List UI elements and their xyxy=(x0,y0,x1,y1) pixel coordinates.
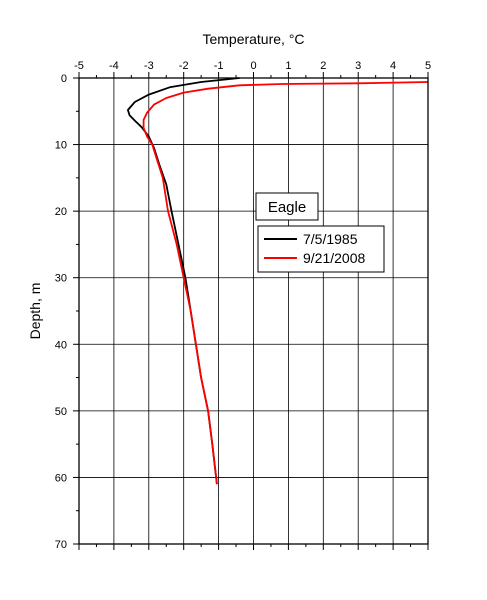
y-tick-label: 0 xyxy=(61,73,67,85)
series-line-2 xyxy=(142,81,429,485)
y-tick-label: 30 xyxy=(55,273,67,285)
y-axis-title: Depth, m xyxy=(27,283,43,340)
x-tick-label: 1 xyxy=(285,60,291,72)
legend-title-box: Eagle xyxy=(255,192,319,221)
x-tick-label: -3 xyxy=(144,60,154,72)
x-tick-label: -1 xyxy=(214,60,224,72)
legend: 7/5/1985 9/21/2008 xyxy=(257,225,385,273)
ticks xyxy=(73,72,429,550)
y-tick-label: 10 xyxy=(55,140,67,152)
x-tick-label: -2 xyxy=(179,60,189,72)
x-tick-label: 3 xyxy=(355,60,361,72)
y-tick-labels: 0 10 20 30 40 50 60 70 xyxy=(55,73,67,551)
y-tick-label: 50 xyxy=(55,406,67,418)
x-tick-label: 4 xyxy=(390,60,396,72)
y-tick-label: 40 xyxy=(55,339,67,351)
x-tick-label: 0 xyxy=(250,60,256,72)
grid xyxy=(79,78,428,544)
x-axis-title: Temperature, °C xyxy=(202,31,304,47)
legend-label-1: 7/5/1985 xyxy=(303,231,358,247)
y-tick-label: 70 xyxy=(55,539,67,551)
y-tick-label: 60 xyxy=(55,472,67,484)
x-tick-labels: -5 -4 -3 -2 -1 0 1 2 3 4 5 xyxy=(74,60,431,72)
legend-title: Eagle xyxy=(268,199,306,216)
series-lines xyxy=(127,77,429,485)
x-tick-label: 2 xyxy=(320,60,326,72)
legend-label-2: 9/21/2008 xyxy=(303,250,365,266)
x-tick-label: -5 xyxy=(74,60,84,72)
y-tick-label: 20 xyxy=(55,206,67,218)
plot-frame xyxy=(78,77,429,545)
x-tick-label: 5 xyxy=(425,60,431,72)
x-tick-label: -4 xyxy=(109,60,119,72)
